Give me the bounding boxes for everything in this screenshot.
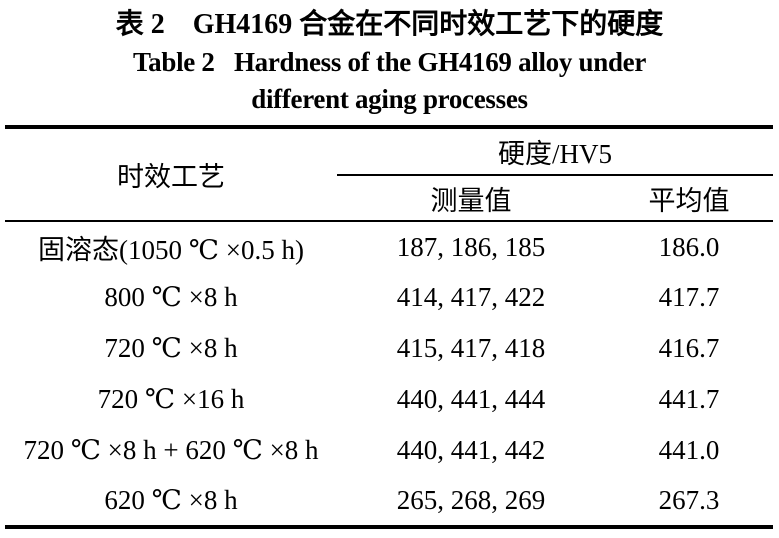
table-row: 固溶态(1050 ℃ ×0.5 h) 187, 186, 185 186.0 [5,221,773,272]
table-row: 620 ℃ ×8 h 265, 268, 269 267.3 [5,476,773,527]
header-row-1: 时效工艺 硬度/HV5 [5,127,773,192]
header-average-value: 平均值 [648,185,730,216]
cell-average-value: 441.0 [658,435,720,465]
table-row: 720 ℃ ×8 h + 620 ℃ ×8 h 440, 441, 442 44… [5,425,773,476]
table-caption-block: 表 2 GH4169 合金在不同时效工艺下的硬度 Table 2 Hardnes… [0,0,779,118]
header-row-2: 测量值 平均值 [5,175,773,221]
cell-aging-process: 固溶态(1050 ℃ ×0.5 h) [38,234,304,265]
cell-measured-values: 415, 417, 418 [396,333,546,363]
table-caption-en-line1: Table 2 Hardness of the GH4169 alloy und… [132,47,647,77]
cell-measured-values: 187, 186, 185 [396,231,546,262]
cell-measured-values: 440, 441, 442 [396,435,546,465]
cell-average-value: 441.7 [658,384,720,414]
table-row: 800 ℃ ×8 h 414, 417, 422 417.7 [5,272,773,323]
table-caption-en-line2: different aging processes [251,84,528,114]
header-measured-values: 测量值 [430,185,512,216]
table-row: 720 ℃ ×8 h 415, 417, 418 416.7 [5,323,773,374]
cell-average-value: 186.0 [658,231,720,262]
cell-measured-values: 414, 417, 422 [396,282,546,312]
table-caption-zh: 表 2 GH4169 合金在不同时效工艺下的硬度 [115,9,664,40]
table-row: 720 ℃ ×16 h 440, 441, 444 441.7 [5,374,773,425]
cell-aging-process: 720 ℃ ×8 h [104,333,238,363]
cell-aging-process: 720 ℃ ×8 h + 620 ℃ ×8 h [23,435,319,465]
cell-aging-process: 620 ℃ ×8 h [104,485,238,515]
header-aging-process: 时效工艺 [117,162,225,192]
header-hardness-group: 硬度/HV5 [337,127,773,176]
cell-average-value: 416.7 [658,333,720,363]
table-header: 时效工艺 硬度/HV5 测量值 平均值 [5,127,773,221]
cell-average-value: 417.7 [658,282,720,312]
table-body: 固溶态(1050 ℃ ×0.5 h) 187, 186, 185 186.0 8… [5,221,773,527]
cell-aging-process: 720 ℃ ×16 h [97,384,245,414]
cell-measured-values: 440, 441, 444 [396,384,546,414]
cell-aging-process: 800 ℃ ×8 h [104,282,238,312]
cell-measured-values: 265, 268, 269 [396,485,546,515]
hardness-table: 时效工艺 硬度/HV5 测量值 平均值 固溶态(1050 ℃ ×0.5 h) 1… [5,125,773,529]
cell-average-value: 267.3 [658,485,720,515]
